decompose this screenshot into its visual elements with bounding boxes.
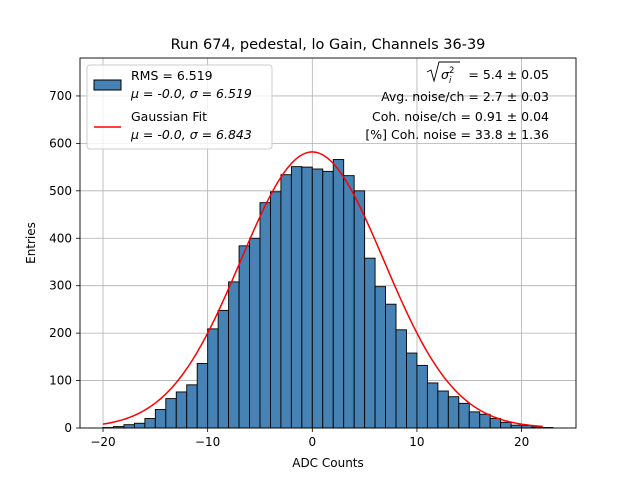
- histogram-bar: [301, 166, 313, 429]
- sqrt-sign-icon: [426, 61, 460, 83]
- x-tick-label: −20: [90, 435, 115, 449]
- histogram-bars: [102, 159, 554, 429]
- histogram-bar: [269, 191, 282, 429]
- avg-noise-text: Avg. noise/ch = 2.7 ± 0.03: [381, 89, 549, 104]
- x-axis-ticks: −20 −10 0 10 20: [90, 428, 529, 449]
- histogram-bar: [259, 202, 271, 429]
- histogram-bar: [123, 424, 135, 429]
- histogram-bar: [353, 190, 366, 429]
- x-tick-label: 0: [308, 435, 316, 449]
- y-axis-ticks: 0 100 200 300 400 500 600 700: [49, 89, 80, 435]
- sigma-symbol: σ: [441, 67, 450, 82]
- gaussian-fit-curve: [102, 151, 543, 428]
- legend: RMS = 6.519 μ = -0.0, σ = 6.519 Gaussian…: [86, 64, 273, 150]
- histogram-bar: [343, 175, 355, 429]
- histogram-bar: [364, 257, 376, 429]
- x-axis-label: ADC Counts: [292, 456, 364, 470]
- y-tick-label: 100: [49, 374, 72, 388]
- histogram-bar: [144, 418, 156, 429]
- histogram-bar: [175, 391, 188, 429]
- axes-frame: [79, 57, 577, 429]
- histogram-bar: [479, 413, 491, 429]
- histogram-bar: [385, 303, 397, 429]
- histogram-bar: [154, 409, 167, 429]
- histogram-bar: [249, 237, 261, 429]
- legend-label-fit-stats: μ = -0.0, σ = 6.843: [130, 127, 252, 142]
- histogram-bar: [186, 384, 198, 429]
- histogram-bar: [437, 390, 449, 429]
- histogram-bar: [322, 170, 334, 429]
- histogram-bar: [165, 398, 177, 429]
- y-tick-label: 300: [49, 279, 72, 293]
- histogram-bar: [500, 421, 512, 429]
- y-tick-label: 500: [49, 184, 72, 198]
- histogram-bar: [468, 411, 481, 429]
- legend-label-hist-stats: μ = -0.0, σ = 6.519: [130, 86, 252, 101]
- histogram-bar: [489, 418, 502, 429]
- histogram-bar: [311, 168, 324, 429]
- sigma-value: = 5.4 ± 0.05: [468, 67, 549, 82]
- y-tick-label: 700: [49, 89, 72, 103]
- noise-annotations: σ i 2 = 5.4 ± 0.05 Avg. noise/ch = 2.7 ±…: [365, 61, 549, 142]
- histogram-bar: [217, 309, 230, 429]
- histogram-bar: [238, 245, 250, 429]
- histogram-bar: [447, 396, 460, 429]
- histogram-bar: [395, 329, 407, 429]
- histogram-bar: [332, 159, 345, 429]
- histogram-bar: [228, 281, 240, 429]
- y-tick-label: 600: [49, 136, 72, 150]
- y-tick-label: 0: [64, 421, 72, 435]
- coh-noise-text: Coh. noise/ch = 0.91 ± 0.04: [372, 109, 549, 124]
- histogram-bar: [290, 166, 303, 429]
- x-tick-label: −10: [195, 435, 220, 449]
- histogram-bar: [426, 382, 439, 429]
- coh-noise-percent-text: [%] Coh. noise = 33.8 ± 1.36: [365, 127, 549, 142]
- histogram-bar: [133, 422, 146, 429]
- legend-label-rms: RMS = 6.519: [131, 68, 213, 83]
- sigma-superscript: 2: [449, 66, 454, 76]
- x-tick-label: 20: [514, 435, 529, 449]
- histogram-bar: [406, 352, 418, 429]
- legend-box: [86, 64, 273, 150]
- histogram-bar: [416, 364, 428, 429]
- legend-swatch-histogram: [93, 79, 122, 91]
- histogram-bar: [374, 286, 387, 429]
- sigma-subscript: i: [449, 76, 452, 86]
- y-tick-label: 200: [49, 326, 72, 340]
- x-tick-label: 10: [409, 435, 424, 449]
- histogram-bar: [196, 363, 209, 429]
- y-axis-label: Entries: [24, 222, 38, 264]
- chart-title: Run 674, pedestal, lo Gain, Channels 36-…: [171, 37, 486, 53]
- histogram-bar: [280, 174, 292, 429]
- histogram-bar: [207, 328, 219, 429]
- y-tick-label: 400: [49, 231, 72, 245]
- histogram-bar: [458, 402, 470, 429]
- legend-label-fit: Gaussian Fit: [131, 109, 207, 124]
